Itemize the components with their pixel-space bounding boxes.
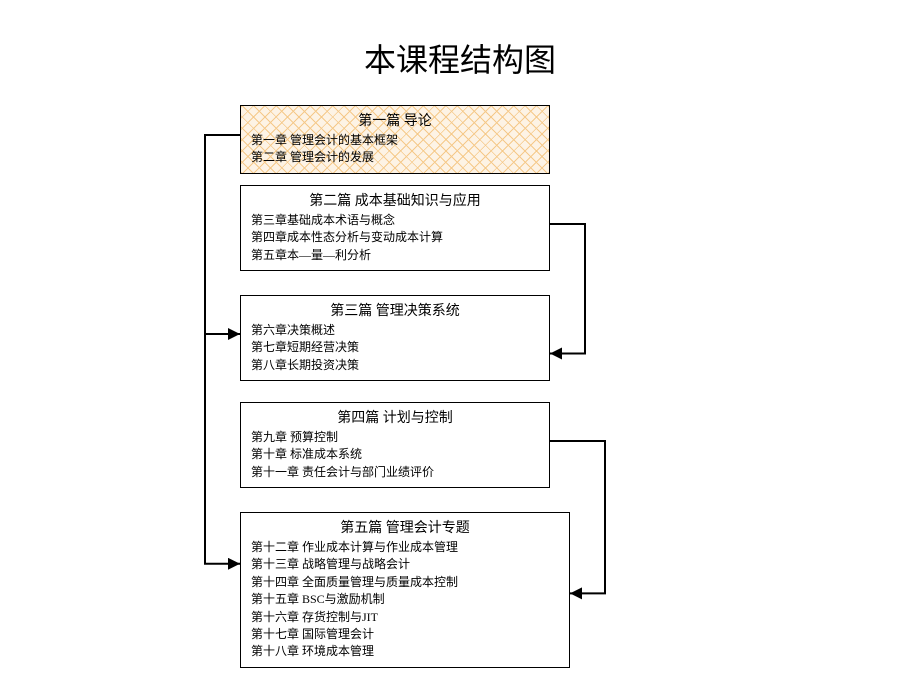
section-box-1: 第一篇 导论第一章 管理会计的基本框架第二章 管理会计的发展 bbox=[240, 105, 550, 174]
section-title: 第三篇 管理决策系统 bbox=[251, 300, 539, 320]
section-line: 第二章 管理会计的发展 bbox=[251, 149, 539, 166]
section-title: 第二篇 成本基础知识与应用 bbox=[251, 190, 539, 210]
section-title: 第四篇 计划与控制 bbox=[251, 407, 539, 427]
page-title: 本课程结构图 bbox=[0, 0, 920, 96]
section-line: 第十八章 环境成本管理 bbox=[251, 643, 559, 660]
section-line: 第十六章 存货控制与JIT bbox=[251, 609, 559, 626]
section-line: 第九章 预算控制 bbox=[251, 429, 539, 446]
section-line: 第五章本—量—利分析 bbox=[251, 247, 539, 264]
section-title: 第一篇 导论 bbox=[251, 110, 539, 130]
section-line: 第七章短期经营决策 bbox=[251, 339, 539, 356]
connector-line bbox=[550, 224, 585, 354]
section-line: 第十五章 BSC与激励机制 bbox=[251, 591, 559, 608]
section-line: 第十一章 责任会计与部门业绩评价 bbox=[251, 464, 539, 481]
section-line: 第十三章 战略管理与战略会计 bbox=[251, 556, 559, 573]
section-line: 第十七章 国际管理会计 bbox=[251, 626, 559, 643]
section-line: 第四章成本性态分析与变动成本计算 bbox=[251, 229, 539, 246]
section-box-2: 第二篇 成本基础知识与应用第三章基础成本术语与概念第四章成本性态分析与变动成本计… bbox=[240, 185, 550, 271]
section-box-5: 第五篇 管理会计专题第十二章 作业成本计算与作业成本管理第十三章 战略管理与战略… bbox=[240, 512, 570, 668]
section-line: 第十章 标准成本系统 bbox=[251, 446, 539, 463]
section-line: 第八章长期投资决策 bbox=[251, 357, 539, 374]
section-line: 第一章 管理会计的基本框架 bbox=[251, 132, 539, 149]
section-title: 第五篇 管理会计专题 bbox=[251, 517, 559, 537]
section-line: 第十四章 全面质量管理与质量成本控制 bbox=[251, 574, 559, 591]
connector-line bbox=[205, 135, 240, 334]
section-box-3: 第三篇 管理决策系统第六章决策概述第七章短期经营决策第八章长期投资决策 bbox=[240, 295, 550, 381]
section-box-4: 第四篇 计划与控制第九章 预算控制第十章 标准成本系统第十一章 责任会计与部门业… bbox=[240, 402, 550, 488]
section-line: 第六章决策概述 bbox=[251, 322, 539, 339]
connector-line bbox=[205, 334, 240, 564]
section-line: 第三章基础成本术语与概念 bbox=[251, 212, 539, 229]
section-line: 第十二章 作业成本计算与作业成本管理 bbox=[251, 539, 559, 556]
